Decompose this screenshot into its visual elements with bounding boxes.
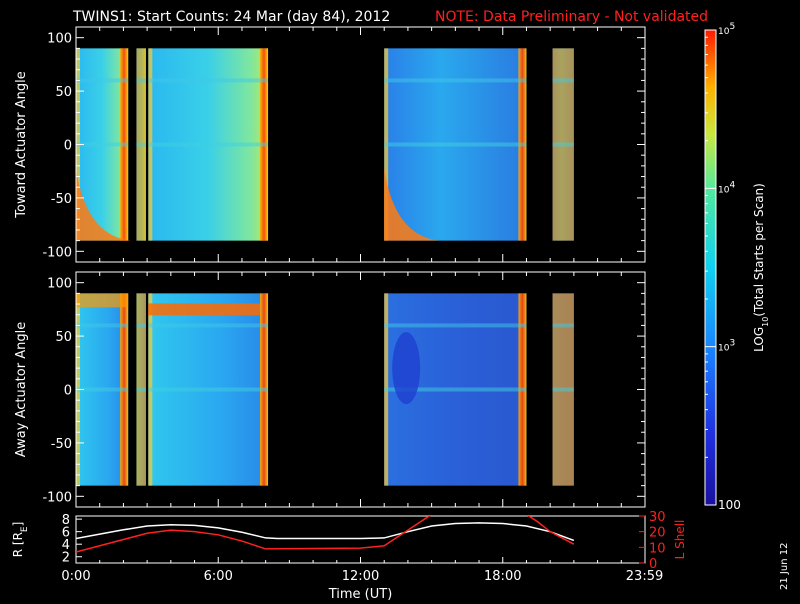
y-axis-label: Away Actuator Angle <box>14 322 29 457</box>
y-axis-label: Toward Actuator Angle <box>14 71 29 218</box>
x-tick-label: 0:00 <box>61 569 90 584</box>
heatmap-feature-hot-top <box>76 293 129 308</box>
heatmap-band-0 <box>148 387 269 392</box>
heatmap-feature-cold <box>392 332 421 405</box>
colorbar-tick-label: 100 <box>718 498 741 512</box>
x-axis-label: Time (UT) <box>328 587 393 600</box>
y-tick-label: -50 <box>51 192 72 207</box>
x-tick-label: 18:00 <box>484 569 521 584</box>
heatmap-band-60 <box>76 78 129 83</box>
y-tick-label: 50 <box>55 330 72 345</box>
heatmap-band-60 <box>384 78 527 83</box>
y-tick-label: 100 <box>47 32 72 47</box>
data-note: NOTE: Data Preliminary - Not validated <box>435 9 708 25</box>
colorbar: 105 104 103 100 LOG10(Total Starts per Scan) <box>704 22 770 512</box>
heatmap-feature-hot-corner <box>384 168 440 241</box>
heatmap-band-0 <box>148 142 269 147</box>
heatmap-band-60 <box>148 323 269 328</box>
colorbar-gradient <box>704 29 717 506</box>
chart-title: TWINS1: Start Counts: 24 Mar (day 84), 2… <box>72 9 390 25</box>
heatmap-band-60 <box>148 78 269 83</box>
y-tick-label: 8 <box>62 513 70 528</box>
y-tick-label: 0 <box>64 139 72 154</box>
y-tick-label: 50 <box>55 85 72 100</box>
away-angle-panel: 100 50 0 -50 -100 Away Actuator Angle <box>14 271 646 508</box>
heatmap-band-60 <box>136 323 146 328</box>
y2-tick-label: 20 <box>649 526 666 541</box>
heatmap-feature-hot-band <box>148 303 261 316</box>
heatmap-band-60 <box>384 323 527 328</box>
heatmap-band-60 <box>76 323 129 328</box>
colorbar-label: LOG10(Total Starts per Scan) <box>752 183 770 352</box>
y-tick-label: 2 <box>62 551 70 566</box>
heatmap-band-0 <box>384 142 527 147</box>
radius-line <box>76 522 575 542</box>
y2-axis-label: L Shell <box>673 520 687 560</box>
colorbar-tick-label: 103 <box>718 339 735 354</box>
y-tick-label: 4 <box>62 538 70 553</box>
y-tick-label: 0 <box>64 384 72 399</box>
heatmap-band-0 <box>136 387 146 392</box>
heatmap-band-60 <box>552 78 574 83</box>
colorbar-tick-label: 104 <box>718 180 735 195</box>
heatmap-band-0 <box>552 387 574 392</box>
y-tick-label: 6 <box>62 526 70 541</box>
y-tick-label: 100 <box>47 277 72 292</box>
y-tick-label: -100 <box>42 490 72 505</box>
heatmap-band-0 <box>76 142 129 147</box>
x-tick-label: 23:59 <box>626 569 663 584</box>
y-tick-label: -100 <box>42 245 72 260</box>
heatmap-band-0 <box>552 142 574 147</box>
y2-tick-label: 30 <box>649 510 666 525</box>
date-stamp: 21 Jun 12 <box>779 543 790 590</box>
y2-tick-label: 10 <box>649 541 666 556</box>
heatmap-band-60 <box>552 323 574 328</box>
axis-frame <box>75 515 646 564</box>
x-tick-label: 6:00 <box>204 569 233 584</box>
heatmap-band-60 <box>136 78 146 83</box>
y2-tick-label: 0 <box>649 557 657 572</box>
heatmap-band-0 <box>136 142 146 147</box>
y-tick-label: -50 <box>51 437 72 452</box>
heatmap-band-0 <box>384 387 527 392</box>
y-axis-label: R [RE] <box>11 522 30 558</box>
lshell-line <box>76 516 575 553</box>
colorbar-tick-label: 105 <box>718 22 735 37</box>
heatmap-band-0 <box>76 387 129 392</box>
toward-angle-panel: 100 50 0 -50 -100 Toward Actuator Angle <box>14 26 646 263</box>
x-tick-label: 12:00 <box>342 569 379 584</box>
heatmap-feature-hot-corner <box>76 168 131 241</box>
